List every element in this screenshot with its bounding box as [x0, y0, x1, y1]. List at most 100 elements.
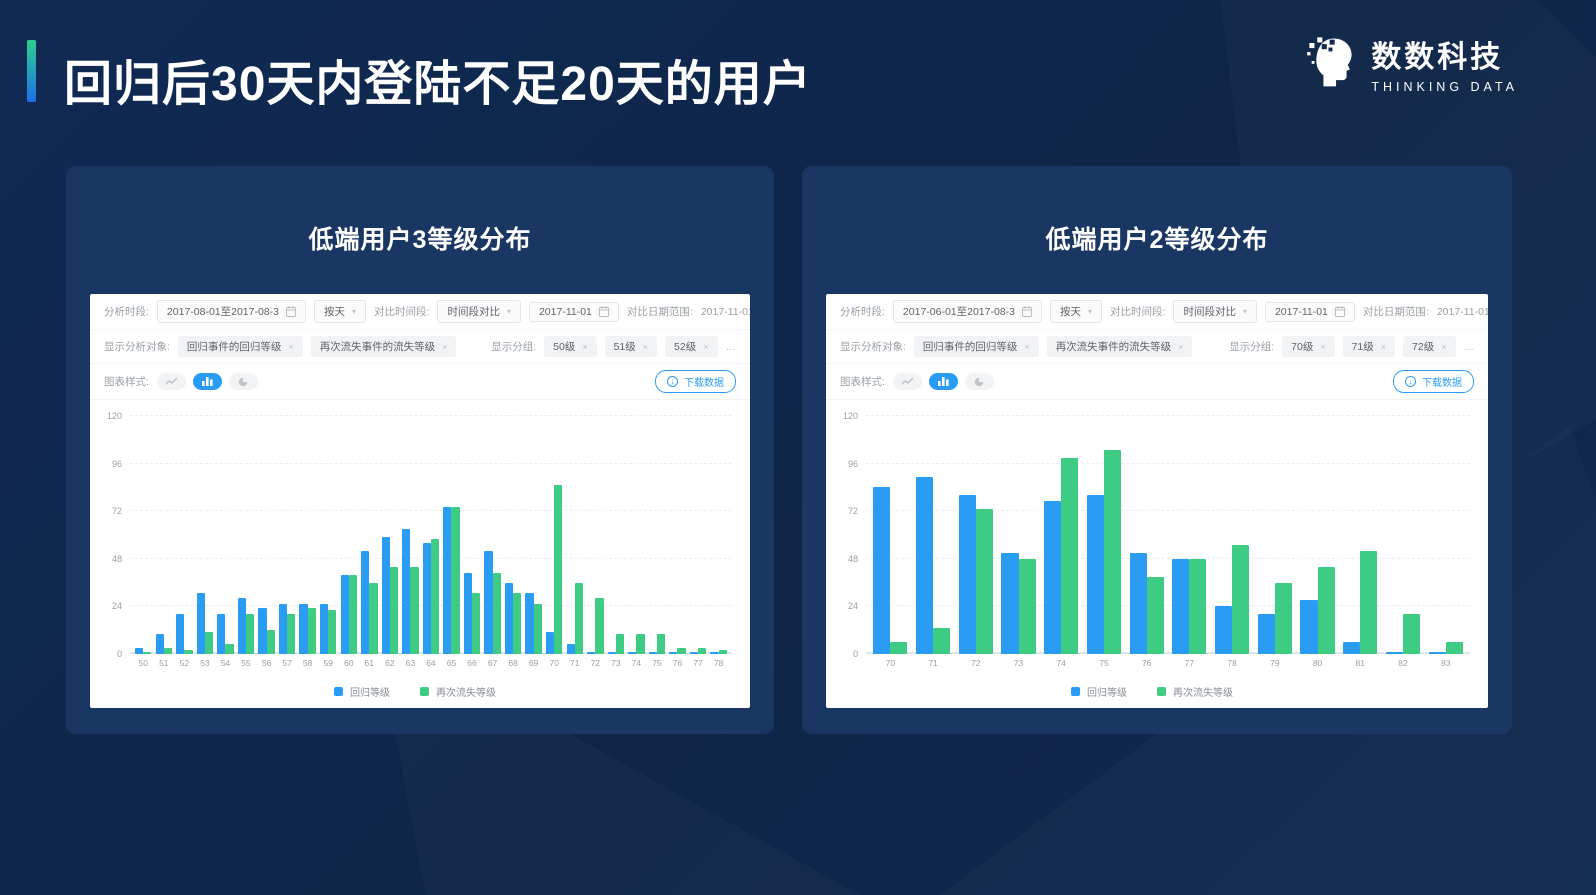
gridline: [130, 462, 732, 464]
object-tag[interactable]: 回归事件的回归等级 ×: [913, 336, 1039, 357]
bar-group-51: [154, 416, 175, 654]
x-tick-label: 79: [1270, 658, 1280, 668]
bar-再次流失等级-72: [595, 598, 604, 654]
x-tick-label: 72: [590, 658, 601, 668]
bar-再次流失等级-53: [204, 632, 214, 654]
bar-再次流失等级-78: [1232, 544, 1250, 654]
legend-item-回归等级[interactable]: 回归等级: [1071, 684, 1127, 699]
group-tag[interactable]: 51级 ×: [604, 336, 658, 357]
x-tick-label: 64: [426, 658, 436, 668]
pie-chart-toggle[interactable]: [228, 373, 258, 390]
group-tag[interactable]: 52级 ×: [665, 336, 718, 357]
line-chart-toggle[interactable]: [892, 373, 922, 390]
close-icon[interactable]: ×: [442, 341, 448, 352]
bar-再次流失等级-75: [656, 634, 666, 654]
bar-再次流失等级-75: [1103, 449, 1122, 654]
bar-chart-icon: [201, 377, 213, 386]
close-icon[interactable]: ×: [288, 341, 294, 352]
filter-row-objects: 显示分析对象: 回归事件的回归等级 × 再次流失事件的流失等级 × 显示分组: 50…: [90, 330, 750, 364]
x-tick-label: 74: [1056, 658, 1066, 668]
bar-回归等级-77: [689, 652, 699, 654]
bar-回归等级-53: [196, 592, 205, 654]
bar-group-56: [256, 416, 277, 654]
bar-回归等级-50: [135, 648, 144, 654]
y-tick-label: 24: [111, 601, 122, 612]
group-tag[interactable]: 71级 ×: [1342, 336, 1396, 357]
compare-range-label: 对比日期范围:: [1362, 306, 1429, 318]
bar-回归等级-76: [669, 652, 678, 654]
close-icon[interactable]: ×: [1024, 341, 1030, 352]
group-tag[interactable]: 50级 ×: [544, 336, 597, 357]
bar-再次流失等级-62: [389, 566, 399, 654]
bar-group-74: [1040, 416, 1083, 654]
slide-title: 回归后30天内登陆不足20天的用户: [64, 58, 812, 111]
bar-group-82: [1382, 416, 1425, 654]
bar-chart: 0 24 48 72 96 120 70 71 72 73 74 75 76 77 78 79 80 81 82 8…: [826, 400, 1488, 699]
close-icon[interactable]: ×: [582, 341, 588, 352]
more-groups-indicator: …: [1463, 340, 1475, 353]
compare-range-label: 对比日期范围:: [626, 306, 693, 318]
bar-chart: 0 24 48 72 96 120 50 51 52 53 54 55 56 57 58 59 60 61 62 6…: [90, 400, 750, 699]
download-data-button[interactable]: ↓ 下载数据: [655, 370, 736, 393]
close-icon[interactable]: ×: [1380, 341, 1387, 352]
object-tag[interactable]: 再次流失事件的流失等级 ×: [310, 336, 457, 357]
bar-group-67: [482, 416, 503, 654]
object-tag[interactable]: 再次流失事件的流失等级 ×: [1046, 336, 1193, 357]
compare-date-input[interactable]: 2017-11-01: [528, 301, 619, 322]
compare-date-input[interactable]: 2017-11-01: [1264, 301, 1355, 322]
period-date-input[interactable]: 2017-08-01至2017-08-3: [156, 300, 307, 323]
bar-回归等级-75: [1086, 495, 1104, 654]
bar-回归等级-74: [1044, 501, 1062, 654]
compare-mode-select[interactable]: 时间段对比 ▾: [437, 300, 521, 323]
object-tag[interactable]: 回归事件的回归等级 ×: [177, 336, 303, 357]
y-tick-label: 96: [847, 458, 858, 469]
bar-chart-icon: [937, 377, 949, 386]
x-tick-label: 76: [672, 658, 683, 668]
bar-回归等级-83: [1428, 652, 1446, 654]
bar-group-70: [544, 416, 565, 654]
bar-group-81: [1339, 416, 1382, 654]
bar-group-78: [708, 416, 729, 654]
legend-swatch: [420, 687, 429, 696]
line-chart-toggle[interactable]: [156, 373, 186, 390]
close-icon[interactable]: ×: [1320, 341, 1326, 352]
legend-item-再次流失等级[interactable]: 再次流失等级: [1157, 684, 1233, 699]
style-label: 图表样式:: [840, 376, 885, 388]
x-tick-label: 52: [179, 658, 190, 668]
group-tag[interactable]: 70级 ×: [1282, 336, 1335, 357]
close-icon[interactable]: ×: [1178, 341, 1184, 352]
more-groups-indicator: …: [725, 340, 737, 353]
granularity-select[interactable]: 按天 ▾: [314, 300, 367, 323]
close-icon[interactable]: ×: [1441, 341, 1447, 352]
period-label: 分析时段:: [840, 306, 885, 318]
bar-回归等级-70: [873, 487, 891, 654]
group-tag[interactable]: 72级 ×: [1403, 336, 1456, 357]
bar-回归等级-62: [381, 536, 390, 654]
pie-chart-toggle[interactable]: [964, 373, 994, 390]
bar-再次流失等级-79: [1274, 582, 1292, 654]
legend-item-再次流失等级[interactable]: 再次流失等级: [420, 684, 496, 699]
bar-再次流失等级-68: [513, 592, 522, 654]
bar-再次流失等级-60: [348, 574, 357, 654]
legend-item-回归等级[interactable]: 回归等级: [334, 684, 390, 699]
x-tick-label: 70: [885, 658, 896, 668]
analytics-panel: 分析时段: 2017-08-01至2017-08-3 按天 ▾ 对比时间段: 时…: [90, 294, 750, 708]
gridline: [866, 557, 1470, 559]
bar-group-75: [647, 416, 668, 654]
card-level2-distribution: 低端用户2等级分布 分析时段: 2017-06-01至2017-08-3 按天 …: [802, 166, 1512, 734]
close-icon[interactable]: ×: [642, 341, 649, 352]
bar-回归等级-71: [916, 477, 934, 654]
bar-chart-toggle[interactable]: [192, 373, 222, 390]
x-tick-label: 78: [713, 658, 724, 668]
pie-chart-icon: [975, 377, 984, 386]
granularity-select[interactable]: 按天 ▾: [1050, 300, 1103, 323]
x-tick-label: 55: [241, 658, 251, 668]
filter-row-period: 分析时段: 2017-06-01至2017-08-3 按天 ▾ 对比时间段: 时…: [826, 294, 1488, 330]
gridline: [866, 510, 1470, 512]
compare-mode-select[interactable]: 时间段对比 ▾: [1173, 300, 1257, 323]
download-data-button[interactable]: ↓ 下载数据: [1393, 370, 1474, 393]
objects-label: 显示分析对象:: [104, 341, 170, 353]
period-date-input[interactable]: 2017-06-01至2017-08-3: [892, 300, 1043, 323]
close-icon[interactable]: ×: [703, 341, 709, 352]
bar-chart-toggle[interactable]: [928, 373, 958, 390]
